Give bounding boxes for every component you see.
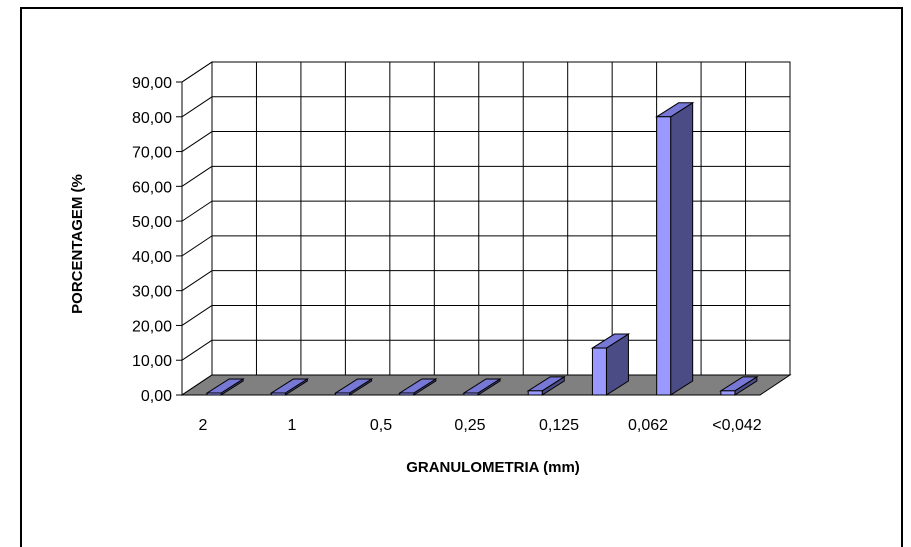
y-tick-label: 30,00 xyxy=(132,284,172,301)
bar xyxy=(526,375,566,396)
bar-front xyxy=(527,390,543,396)
bar-front xyxy=(463,392,479,396)
gridline-side xyxy=(181,131,213,152)
bar-front xyxy=(270,392,286,396)
gridline-side xyxy=(181,165,213,187)
gridline-side xyxy=(181,270,213,292)
gridline-side xyxy=(181,305,213,326)
x-tick-label: 0,5 xyxy=(370,417,392,434)
x-tick-label: 2 xyxy=(199,417,208,434)
y-tick-label: 40,00 xyxy=(132,249,172,266)
y-tick-label: 20,00 xyxy=(132,318,172,335)
x-tick-label: <0,042 xyxy=(712,417,761,434)
bar xyxy=(269,378,310,396)
bar-front xyxy=(335,392,351,396)
chart-grid xyxy=(181,61,791,396)
bar-front xyxy=(206,392,222,396)
bar-front xyxy=(656,116,672,396)
bar xyxy=(590,333,631,396)
bar xyxy=(398,378,438,396)
x-tick-label: 0,25 xyxy=(454,417,485,434)
y-axis-ticks: 0,00 10,00 20,00 30,00 40,00 50,00 60,00 70,00 8… xyxy=(132,75,182,405)
gridline-side xyxy=(181,235,213,257)
bar xyxy=(719,375,759,396)
y-tick-label: 90,00 xyxy=(132,75,172,92)
bar xyxy=(205,378,245,396)
side-wall xyxy=(181,61,213,396)
x-tick-label: 0,125 xyxy=(539,417,579,434)
bar-side xyxy=(670,101,694,396)
x-tick-label: 1 xyxy=(288,417,297,434)
gridline-side xyxy=(181,339,213,361)
gridline-side xyxy=(181,61,213,83)
bar-front xyxy=(399,392,415,396)
x-axis-title: GRANULOMETRIA (mm) xyxy=(406,459,580,476)
y-tick-label: 80,00 xyxy=(132,110,172,127)
gridline-side xyxy=(181,96,213,118)
bar xyxy=(654,101,695,396)
back-wall xyxy=(211,61,791,376)
y-tick-label: 0,00 xyxy=(141,388,172,405)
bar xyxy=(333,378,374,396)
chart-bars xyxy=(205,101,759,396)
y-tick-label: 10,00 xyxy=(132,353,172,370)
bar xyxy=(462,378,502,396)
x-axis-ticks: 2 1 0,5 0,25 0,125 0,062 <0,042 xyxy=(199,417,762,434)
bar-front xyxy=(591,347,607,396)
y-axis-title: PORCENTAGEM (% xyxy=(69,174,86,314)
y-tick-label: 60,00 xyxy=(132,179,172,196)
y-tick-label: 70,00 xyxy=(132,145,172,162)
gridline-side xyxy=(181,200,213,222)
x-tick-label: 0,062 xyxy=(628,417,668,434)
y-tick-label: 50,00 xyxy=(132,214,172,231)
bar-front xyxy=(720,390,736,396)
